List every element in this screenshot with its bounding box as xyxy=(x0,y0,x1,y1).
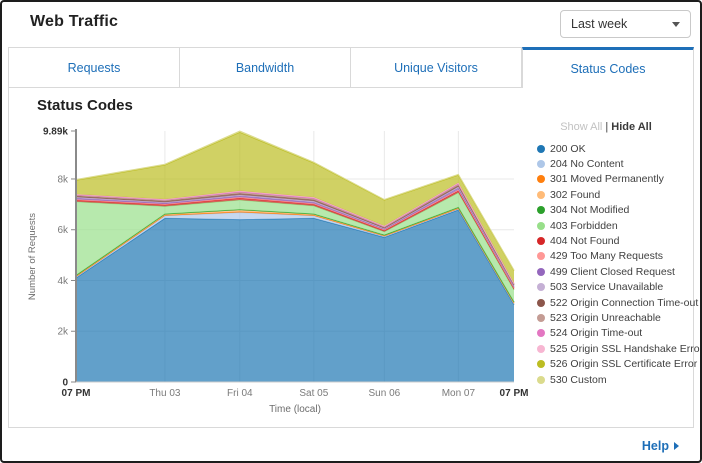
legend-dot-icon xyxy=(537,144,545,153)
legend-dot-icon xyxy=(537,160,545,169)
legend-dot-icon xyxy=(537,175,545,184)
tab-bar: Requests Bandwidth Unique Visitors Statu… xyxy=(8,47,694,88)
legend-label: 523 Origin Unreachable xyxy=(550,311,661,324)
chevron-down-icon xyxy=(672,21,680,27)
traffic-panel: Requests Bandwidth Unique Visitors Statu… xyxy=(8,47,700,428)
svg-text:Mon 07: Mon 07 xyxy=(442,388,476,399)
legend-item-524[interactable]: 524 Origin Time-out xyxy=(537,326,693,341)
legend-label: 525 Origin SSL Handshake Error xyxy=(550,342,702,355)
legend-dot-icon xyxy=(537,344,545,353)
legend-label: 429 Too Many Requests xyxy=(550,250,664,263)
legend-dot-icon xyxy=(537,375,545,384)
footer: Help xyxy=(8,430,694,461)
legend-label: 204 No Content xyxy=(550,158,624,171)
svg-text:9.89k: 9.89k xyxy=(43,127,68,138)
legend-label: 503 Service Unavailable xyxy=(550,281,664,294)
legend-dot-icon xyxy=(537,360,545,369)
legend-controls: Show All | Hide All xyxy=(537,121,693,133)
legend-dot-icon xyxy=(537,283,545,292)
legend-item-301[interactable]: 301 Moved Permanently xyxy=(537,172,693,187)
chart-panel: Status Codes 0 2k 4k 6k 8k 9.89k 07 PM Thu 03 Fr… xyxy=(8,88,700,428)
legend-item-503[interactable]: 503 Service Unavailable xyxy=(537,280,693,295)
time-range-value: Last week xyxy=(571,17,628,31)
legend-dot-icon xyxy=(537,267,545,276)
legend-label: 530 Custom xyxy=(550,373,607,386)
area-series-526 xyxy=(76,132,514,284)
chart-title: Status Codes xyxy=(37,97,133,114)
legend-dot-icon xyxy=(537,221,545,230)
help-arrow-icon xyxy=(674,441,679,450)
svg-text:Sat 05: Sat 05 xyxy=(299,388,328,399)
legend-item-403[interactable]: 403 Forbidden xyxy=(537,218,693,233)
tab-requests[interactable]: Requests xyxy=(8,47,180,88)
tab-unique-visitors[interactable]: Unique Visitors xyxy=(351,47,522,88)
status-codes-chart: 0 2k 4k 6k 8k 9.89k 07 PM Thu 03 Fri 04 Sat 05 Sun… xyxy=(27,127,529,416)
legend-item-204[interactable]: 204 No Content xyxy=(537,156,693,171)
legend-dot-icon xyxy=(537,252,545,261)
svg-text:Thu 03: Thu 03 xyxy=(149,388,181,399)
legend-label: 403 Forbidden xyxy=(550,219,618,232)
legend-dot-icon xyxy=(537,206,545,215)
help-link[interactable]: Help xyxy=(642,439,679,453)
legend-label: 302 Found xyxy=(550,188,601,201)
svg-text:0: 0 xyxy=(62,378,68,389)
help-label: Help xyxy=(641,438,669,453)
legend-items: 200 OK 204 No Content 301 Moved Permanentl… xyxy=(537,141,700,387)
legend-label: 499 Client Closed Request xyxy=(550,265,675,278)
legend-label: 301 Moved Permanently xyxy=(550,173,664,186)
svg-text:4k: 4k xyxy=(57,276,69,287)
legend-item-499[interactable]: 499 Client Closed Request xyxy=(537,264,693,279)
area-series-200 xyxy=(76,209,514,382)
legend-item-200[interactable]: 200 OK xyxy=(537,141,693,156)
legend: Show All | Hide All 200 OK 204 No Content 30… xyxy=(537,121,700,387)
legend-dot-icon xyxy=(537,313,545,322)
svg-text:07 PM: 07 PM xyxy=(62,388,91,399)
legend-label: 524 Origin Time-out xyxy=(550,327,643,340)
svg-text:07 PM: 07 PM xyxy=(500,388,529,399)
legend-item-525[interactable]: 525 Origin SSL Handshake Error xyxy=(537,341,700,356)
legend-label: 404 Not Found xyxy=(550,235,620,248)
tab-bandwidth[interactable]: Bandwidth xyxy=(180,47,351,88)
svg-text:Number of Requests: Number of Requests xyxy=(27,213,38,300)
legend-item-526[interactable]: 526 Origin SSL Certificate Error xyxy=(537,356,697,371)
svg-text:Time (local): Time (local) xyxy=(269,404,321,415)
svg-text:8k: 8k xyxy=(57,174,69,185)
legend-dot-icon xyxy=(537,298,545,307)
legend-label: 304 Not Modified xyxy=(550,204,630,217)
legend-label: 200 OK xyxy=(550,142,586,155)
legend-dot-icon xyxy=(537,237,545,246)
legend-item-302[interactable]: 302 Found xyxy=(537,187,693,202)
legend-label: 526 Origin SSL Certificate Error xyxy=(550,358,698,371)
legend-item-404[interactable]: 404 Not Found xyxy=(537,233,693,248)
svg-text:2k: 2k xyxy=(57,327,69,338)
legend-dot-icon xyxy=(537,329,545,338)
legend-item-530[interactable]: 530 Custom xyxy=(537,372,693,387)
svg-text:Sun 06: Sun 06 xyxy=(369,388,401,399)
legend-item-522[interactable]: 522 Origin Connection Time-out xyxy=(537,295,698,310)
tab-status-codes[interactable]: Status Codes xyxy=(522,47,694,88)
hide-all-button[interactable]: Hide All xyxy=(611,121,652,133)
svg-text:Fri 04: Fri 04 xyxy=(227,388,253,399)
time-range-select[interactable]: Last week xyxy=(560,10,691,38)
legend-item-304[interactable]: 304 Not Modified xyxy=(537,203,693,218)
legend-separator: | xyxy=(605,121,609,133)
legend-item-429[interactable]: 429 Too Many Requests xyxy=(537,249,693,264)
legend-item-523[interactable]: 523 Origin Unreachable xyxy=(537,310,693,325)
svg-text:6k: 6k xyxy=(57,225,69,236)
legend-label: 522 Origin Connection Time-out xyxy=(550,296,699,309)
show-all-button[interactable]: Show All xyxy=(560,121,603,133)
page-title: Web Traffic xyxy=(30,13,119,30)
legend-dot-icon xyxy=(537,190,545,199)
